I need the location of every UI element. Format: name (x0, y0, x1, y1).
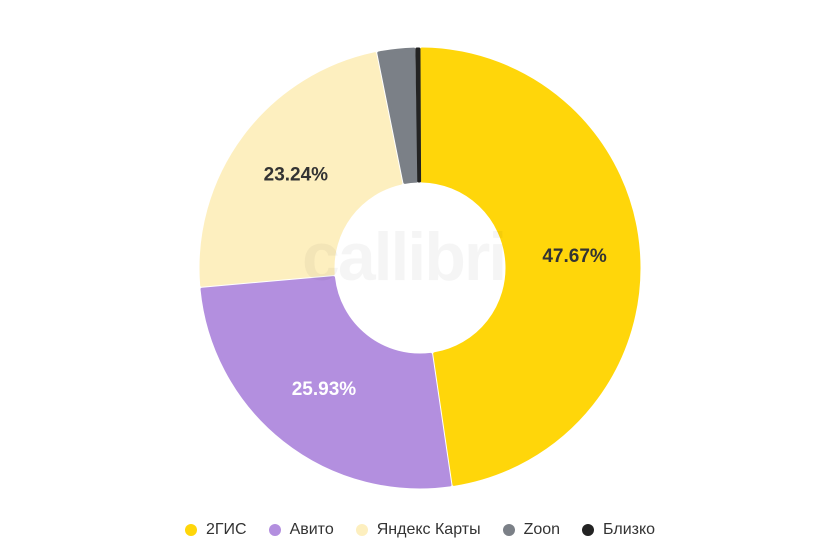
legend-marker (184, 524, 197, 536)
legend-label: Zoon (523, 521, 561, 538)
chart-legend: 2ГИС Авито Яндекс Карты Zoon Близко (0, 521, 840, 539)
legend-item-3[interactable]: Яндекс Карты (355, 521, 481, 539)
legend-marker (582, 524, 595, 536)
donut-slice-2[interactable] (200, 276, 452, 489)
donut-slice-5[interactable] (415, 47, 422, 183)
legend-item-2[interactable]: Авито (268, 521, 334, 539)
legend-label: Яндекс Карты (376, 521, 481, 538)
donut-slice-4[interactable] (377, 47, 418, 184)
slice-data-label-2: 25.93% (292, 379, 357, 400)
legend-label: 2ГИС (205, 521, 247, 538)
donut-slice-3[interactable] (199, 52, 403, 287)
legend-item-4[interactable]: Zoon (502, 521, 561, 539)
legend-marker (268, 524, 281, 536)
legend-item-5[interactable]: Близко (582, 521, 655, 539)
legend-label: Близко (603, 521, 656, 538)
slice-data-label-1: 47.67% (542, 246, 607, 267)
donut-slice-1[interactable] (420, 47, 641, 486)
legend-label: Авито (289, 521, 334, 538)
legend-marker (355, 524, 368, 536)
donut-chart-svg: 47.67% 25.93% 23.24% (199, 47, 641, 489)
legend-item-1[interactable]: 2ГИС (184, 521, 247, 539)
legend-marker (502, 524, 515, 536)
slice-data-label-3: 23.24% (264, 165, 329, 186)
watermark-logo: callibri (302, 218, 542, 296)
